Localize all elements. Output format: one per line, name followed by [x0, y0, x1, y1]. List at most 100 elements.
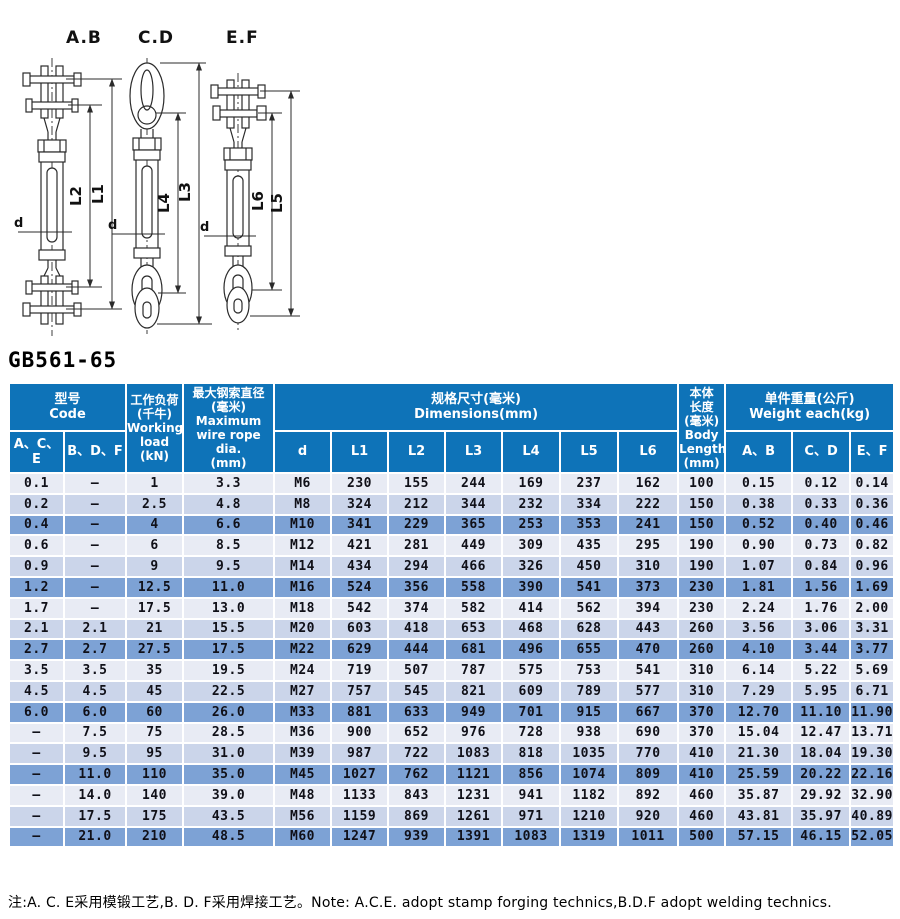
table-cell: 155: [387, 472, 447, 495]
header-col-l4: L4: [501, 430, 562, 474]
table-cell: 150: [677, 513, 727, 537]
table-cell: 19.5: [182, 659, 276, 682]
table-cell: 222: [617, 492, 680, 516]
table-cell: 449: [444, 534, 504, 558]
header-col-l1: L1: [330, 430, 390, 474]
table-cell: 6.71: [849, 679, 896, 703]
table-cell: 260: [677, 638, 727, 662]
table-cell: 0.4: [8, 513, 65, 537]
table-cell: 17.5: [62, 804, 128, 828]
table-cell: 6.0: [62, 700, 128, 724]
table-row: 2.7 2.7 27.5 17.5 M22 629 444 681 496 655 470 260 4.…: [8, 638, 896, 662]
table-cell: 728: [501, 721, 562, 745]
table-cell: 1391: [444, 825, 504, 849]
table-cell: 295: [617, 534, 680, 558]
table-cell: 1.56: [791, 575, 852, 599]
table-cell: –: [8, 742, 65, 766]
turnbuckle-drawing-ef: [204, 73, 300, 330]
table-cell: M24: [273, 659, 333, 682]
table-cell: 6.0: [8, 700, 65, 724]
spec-table-body: 0.1–1 3.3 M6 230 155 244 169 237 162 100 0.15 0.12 0…: [8, 472, 896, 849]
table-cell: 230: [330, 472, 390, 495]
table-cell: 1.7: [8, 596, 65, 620]
table-cell: 1.76: [791, 596, 852, 620]
variant-label-cd: C.D: [138, 28, 175, 48]
table-row: 4.5 4.5 45 22.5 M27 757 545 821 609 789 577 310 7.29…: [8, 679, 896, 703]
table-cell: 45: [125, 679, 185, 703]
table-cell: 11.10: [791, 700, 852, 724]
table-cell: 1.2: [8, 575, 65, 599]
table-row: 6.0 6.0 60 26.0 M33 881 633 949 701 915 667 370 12.7…: [8, 700, 896, 724]
table-row: –9.5 95 31.0 M39 987 722 1083 818 1035 770 410 21.3…: [8, 742, 896, 766]
table-cell: 32.90: [849, 783, 896, 807]
table-cell: 162: [617, 472, 680, 495]
table-cell: 939: [387, 825, 447, 849]
table-row: 1.7–17.5 13.0 M18 542 374 582 414 562 394 230 2.24…: [8, 596, 896, 620]
table-cell: M18: [273, 596, 333, 620]
table-cell: 753: [559, 659, 620, 682]
table-cell: 35.87: [724, 783, 794, 807]
table-cell: 4.5: [8, 679, 65, 703]
table-cell: 1210: [559, 804, 620, 828]
table-row: 3.5 3.5 35 19.5 M24 719 507 787 575 753 541 310 6.14…: [8, 659, 896, 682]
table-cell: 244: [444, 472, 504, 495]
header-working-load: 工作负荷 (千牛) Working load (kN): [125, 382, 185, 474]
table-row: 0.6–6 8.5 M12 421 281 449 309 435 295 190 0.90 0.73…: [8, 534, 896, 558]
table-cell: 787: [444, 659, 504, 682]
table-cell: 13.0: [182, 596, 276, 620]
table-cell: 881: [330, 700, 390, 724]
table-cell: 869: [387, 804, 447, 828]
table-cell: 370: [677, 721, 727, 745]
table-cell: 1035: [559, 742, 620, 766]
table-cell: 701: [501, 700, 562, 724]
table-cell: 470: [617, 638, 680, 662]
table-cell: 435: [559, 534, 620, 558]
header-col-bdf: B、D、F: [62, 430, 128, 474]
table-cell: 0.1: [8, 472, 65, 495]
table-cell: 655: [559, 638, 620, 662]
table-cell: 21.30: [724, 742, 794, 766]
table-cell: –: [62, 492, 128, 516]
table-cell: 7.5: [62, 721, 128, 745]
table-cell: 507: [387, 659, 447, 682]
table-cell: 324: [330, 492, 390, 516]
table-cell: 1.81: [724, 575, 794, 599]
turnbuckle-drawing-ab: [18, 58, 122, 336]
table-cell: 450: [559, 555, 620, 578]
table-row: –17.5 175 43.5 M56 1159 869 1261 971 1210 920 460 4…: [8, 804, 896, 828]
table-cell: 310: [617, 555, 680, 578]
table-cell: 28.5: [182, 721, 276, 745]
table-cell: 938: [559, 721, 620, 745]
table-cell: 681: [444, 638, 504, 662]
table-row: 1.2–12.5 11.0 M16 524 356 558 390 541 373 230 1.81…: [8, 575, 896, 599]
table-cell: 500: [677, 825, 727, 849]
table-cell: 140: [125, 783, 185, 807]
table-cell: 46.15: [791, 825, 852, 849]
table-cell: 294: [387, 555, 447, 578]
table-cell: 949: [444, 700, 504, 724]
table-cell: 3.06: [791, 617, 852, 641]
table-cell: –: [62, 472, 128, 495]
table-cell: 2.1: [8, 617, 65, 641]
table-cell: 18.04: [791, 742, 852, 766]
table-cell: M12: [273, 534, 333, 558]
table-cell: 468: [501, 617, 562, 641]
table-cell: 12.70: [724, 700, 794, 724]
table-cell: 230: [677, 596, 727, 620]
table-cell: M33: [273, 700, 333, 724]
header-weight-each: 单件重量(公斤) Weight each(kg): [724, 382, 896, 432]
table-cell: –: [8, 825, 65, 849]
table-cell: 1319: [559, 825, 620, 849]
table-cell: 253: [501, 513, 562, 537]
table-cell: 0.46: [849, 513, 896, 537]
table-cell: M39: [273, 742, 333, 766]
table-cell: 524: [330, 575, 390, 599]
table-cell: 1083: [501, 825, 562, 849]
table-cell: 892: [617, 783, 680, 807]
table-cell: 2.00: [849, 596, 896, 620]
table-cell: 35: [125, 659, 185, 682]
table-cell: 0.12: [791, 472, 852, 495]
table-cell: 237: [559, 472, 620, 495]
table-cell: 1074: [559, 763, 620, 786]
table-row: 0.4–4 6.6 M10 341 229 365 253 353 241 150 0.52 0.40…: [8, 513, 896, 537]
